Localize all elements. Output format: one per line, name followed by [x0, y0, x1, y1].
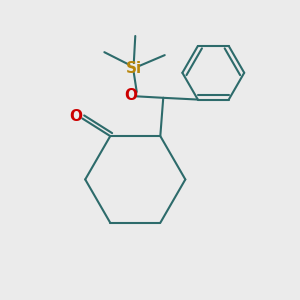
Text: O: O	[124, 88, 137, 103]
Text: Si: Si	[126, 61, 142, 76]
Text: O: O	[69, 110, 82, 124]
